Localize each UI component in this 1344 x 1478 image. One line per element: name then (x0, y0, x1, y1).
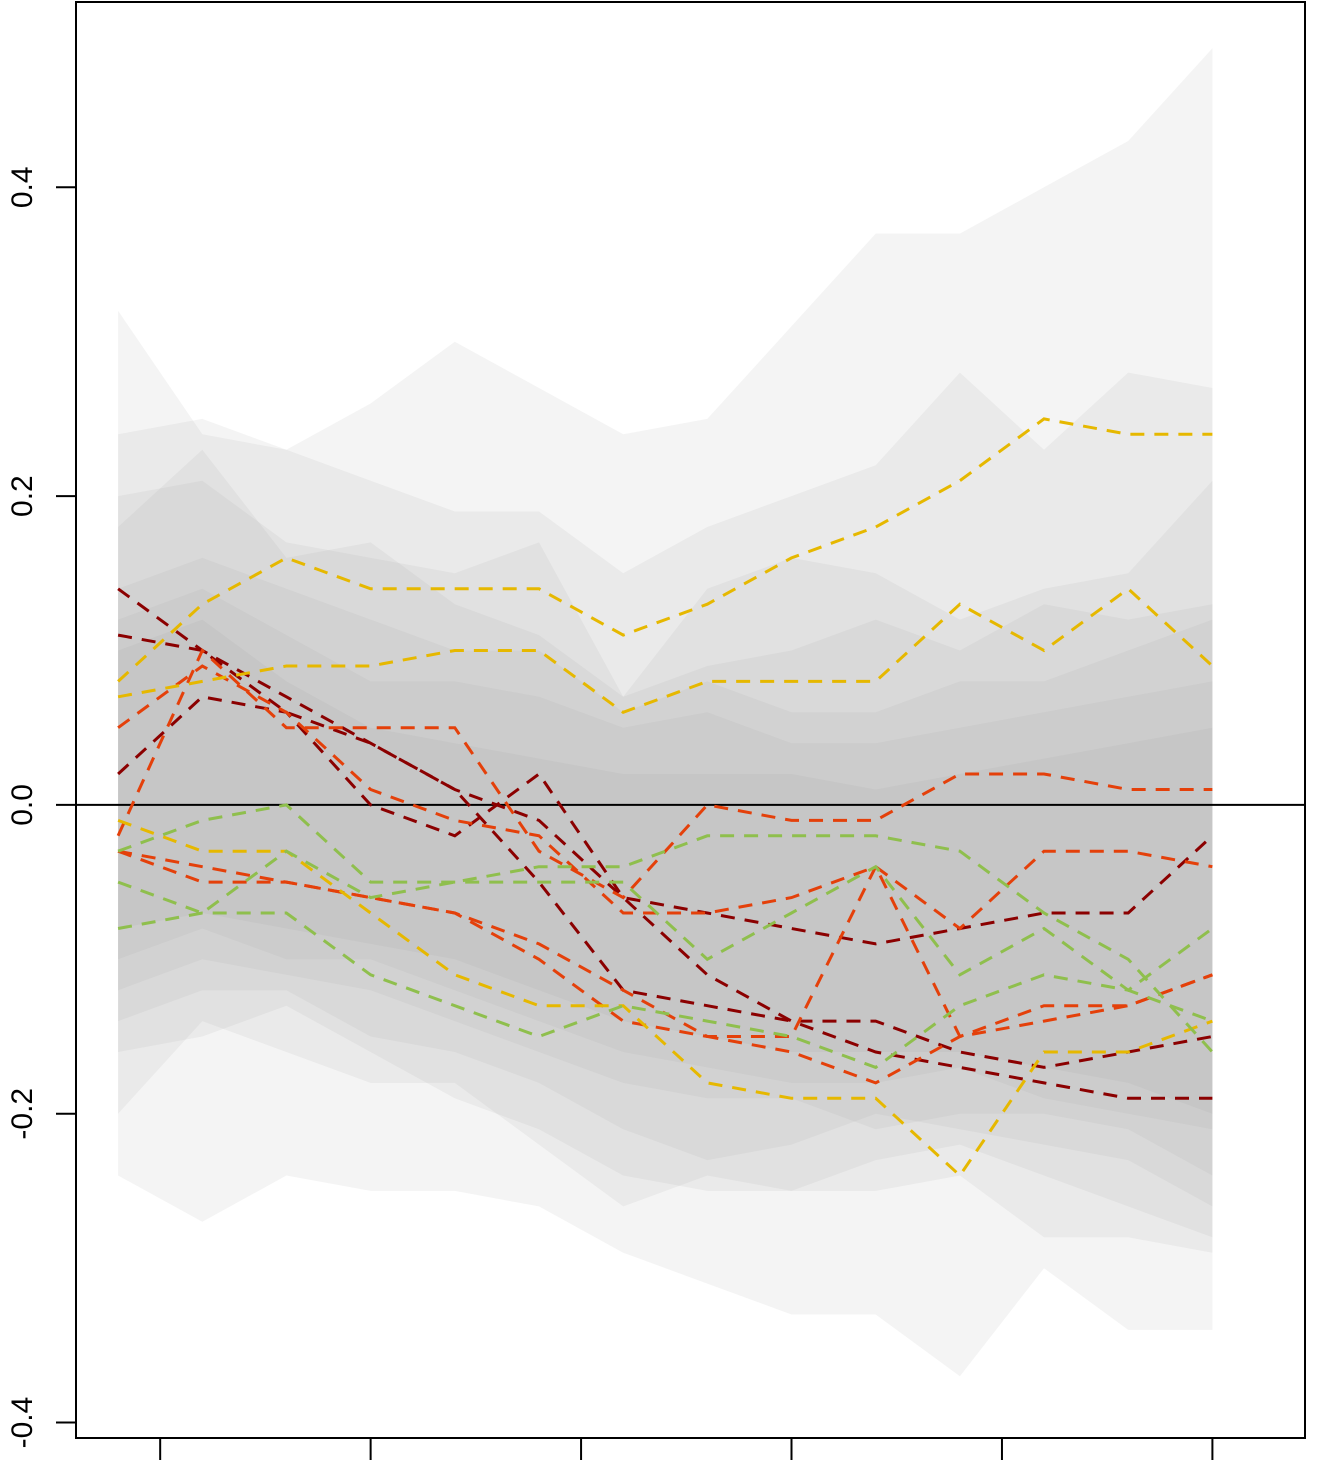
y-tick-label-2: -0.2 (6, 1088, 39, 1140)
confidence-band-6 (118, 557, 1213, 1176)
x-axis (159, 1437, 1214, 1460)
series-line-13 (117, 911, 1213, 1070)
series-line-10 (117, 818, 1213, 1178)
series-line-1 (117, 587, 1213, 1100)
series-line-8 (117, 417, 1213, 683)
series-line-3 (117, 695, 1214, 946)
series-line-5 (116, 647, 1213, 900)
confidence-band-5 (118, 449, 1213, 1207)
series-line-2 (117, 633, 1213, 1069)
y-axis: -0.4 -0.2 0.0 0.2 0.4 (6, 166, 77, 1449)
confidence-band-3 (118, 372, 1213, 1253)
y-tick-label-3: 0.0 (6, 784, 39, 826)
y-tick-label-1: -0.4 (6, 1397, 39, 1449)
y-tick-label-5: 0.4 (6, 166, 39, 208)
series-line-11 (117, 803, 1214, 993)
confidence-band-8 (118, 619, 1213, 1114)
series-line-7 (117, 849, 1213, 1039)
y-tick-label-4: 0.2 (6, 475, 39, 517)
series-line-4 (117, 664, 1213, 931)
series-lines (116, 417, 1214, 1178)
